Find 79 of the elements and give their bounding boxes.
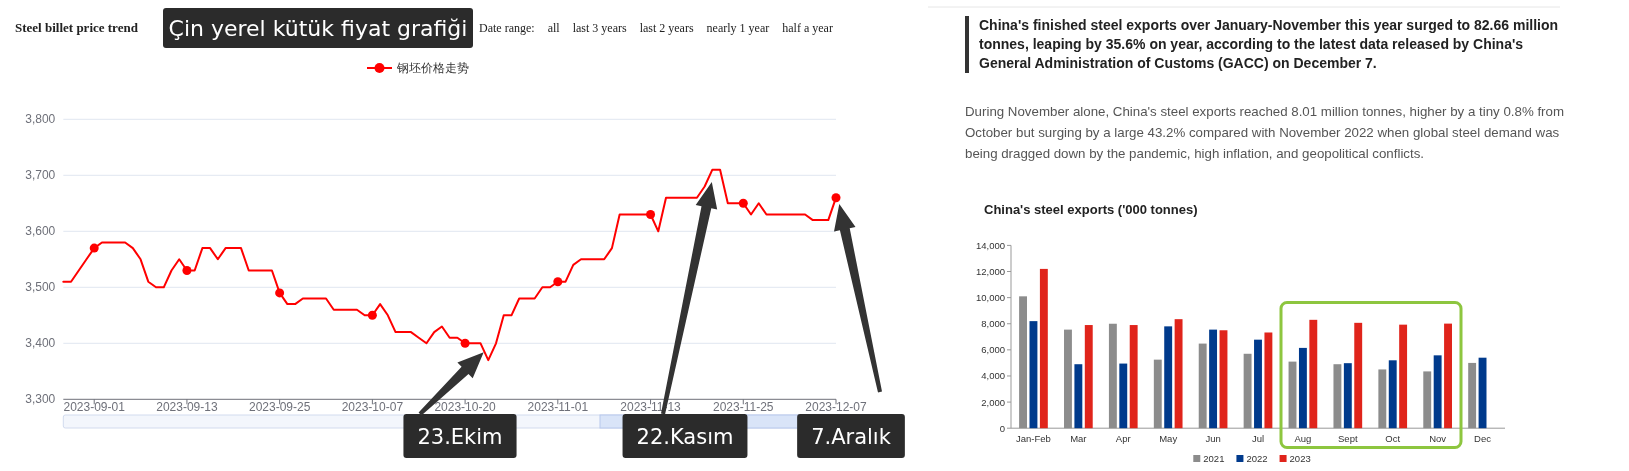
x-tick-label: 2023-10-07 bbox=[341, 400, 404, 415]
bar bbox=[1388, 360, 1397, 429]
bar bbox=[1074, 364, 1083, 429]
y-tick-label: 6,000 bbox=[981, 344, 1005, 356]
bar bbox=[1378, 369, 1387, 429]
y-tick-label: 0 bbox=[999, 422, 1005, 434]
x-tick-label: 2023-09-01 bbox=[63, 400, 126, 415]
x-tick-label: 2023-12-07 bbox=[805, 400, 868, 415]
legend-label: 2023 bbox=[1289, 453, 1311, 464]
y-tick-label: 8,000 bbox=[981, 318, 1005, 330]
text: Çin yerel kütük fiyat grafiği bbox=[168, 16, 468, 41]
x-tick-label: 2023-10-20 bbox=[434, 400, 497, 415]
text: 23.Ekim bbox=[417, 425, 503, 449]
text: last 2 years bbox=[639, 21, 694, 35]
text: half a year bbox=[782, 21, 833, 35]
y-tick-label: 3,300 bbox=[25, 392, 56, 407]
bar bbox=[1153, 359, 1162, 429]
x-tick-label: 2023-09-13 bbox=[156, 400, 218, 415]
text: last 3 years bbox=[572, 21, 627, 35]
text: 22.Kasım bbox=[636, 425, 734, 449]
text: 7.Aralık bbox=[811, 425, 892, 449]
bar bbox=[1264, 332, 1273, 429]
chart-title: Steel billet price trend bbox=[15, 20, 139, 35]
y-tick-label: 3,400 bbox=[25, 336, 56, 351]
y-tick-label: 2,000 bbox=[981, 396, 1005, 408]
bar bbox=[1243, 353, 1252, 429]
y-tick-label: 3,700 bbox=[25, 168, 56, 183]
x-tick-label: Nov bbox=[1429, 433, 1447, 445]
y-tick-label: 3,600 bbox=[25, 224, 56, 239]
x-tick-label: Oct bbox=[1385, 433, 1401, 445]
x-tick-label: 2023-11-01 bbox=[527, 400, 589, 415]
x-tick-label: May bbox=[1159, 433, 1178, 445]
bar bbox=[1039, 268, 1048, 429]
legend-label: 钢坯价格走势 bbox=[396, 61, 469, 75]
x-tick-label: Jul bbox=[1251, 433, 1265, 445]
bar bbox=[1309, 319, 1318, 429]
bar bbox=[1164, 326, 1173, 429]
bar bbox=[1064, 329, 1072, 429]
bar bbox=[1108, 323, 1117, 429]
bar bbox=[1444, 323, 1452, 429]
bar bbox=[1433, 355, 1442, 429]
text: all bbox=[547, 21, 561, 35]
x-tick-label: Dec bbox=[1474, 433, 1492, 445]
text: Date range: bbox=[479, 21, 535, 35]
y-tick-label: 12,000 bbox=[975, 266, 1005, 278]
legend-label: 2021 bbox=[1203, 453, 1225, 464]
x-tick-label: Jun bbox=[1205, 433, 1221, 445]
x-tick-label: Jan-Feb bbox=[1016, 433, 1051, 445]
legend-label: 2022 bbox=[1246, 453, 1268, 464]
text: During November alone, China's steel exports reached 8.01 million tonnes, higher by a tiny 0.8% from October but surging by a large 43.2% compared with November 2022 when global steel demand was being dragged down by the pandemic, high inflation, and geopolitical conflicts. bbox=[965, 103, 1565, 163]
y-tick-label: 10,000 bbox=[975, 292, 1005, 304]
bar bbox=[1129, 325, 1138, 429]
x-tick-label: Sept bbox=[1338, 433, 1358, 445]
chart-title: China's steel exports ('000 tonnes) bbox=[984, 202, 1198, 217]
bar bbox=[1399, 324, 1408, 429]
y-tick-label: 3,800 bbox=[25, 112, 56, 127]
y-tick-label: 14,000 bbox=[975, 239, 1005, 251]
bar bbox=[1198, 343, 1207, 429]
text: China's finished steel exports over January-November this year surged to 82.66 million tonnes, leaping by 35.6% on year, according to the latest data released by China's General Administration of Customs (GACC) on December 7. bbox=[965, 16, 1567, 73]
x-tick-label: 2023-11-25 bbox=[713, 400, 774, 415]
bar bbox=[1119, 363, 1128, 429]
y-tick-label: 4,000 bbox=[981, 370, 1005, 382]
x-tick-label: Apr bbox=[1115, 433, 1131, 445]
bar bbox=[1423, 371, 1432, 429]
bar bbox=[1333, 364, 1342, 429]
text: nearly 1 year bbox=[706, 21, 770, 35]
bar bbox=[1084, 325, 1093, 429]
bar bbox=[1354, 322, 1363, 429]
bar bbox=[1468, 362, 1477, 429]
x-tick-label: 2023-09-25 bbox=[248, 400, 311, 415]
x-tick-label: Mar bbox=[1070, 433, 1087, 445]
bar bbox=[1174, 319, 1183, 429]
bar bbox=[1209, 329, 1218, 429]
x-tick-label: Aug bbox=[1294, 433, 1312, 445]
bar bbox=[1254, 339, 1262, 429]
bar bbox=[1343, 363, 1352, 429]
bar bbox=[1298, 347, 1307, 429]
y-tick-label: 3,500 bbox=[25, 280, 56, 295]
bar bbox=[1019, 296, 1027, 429]
